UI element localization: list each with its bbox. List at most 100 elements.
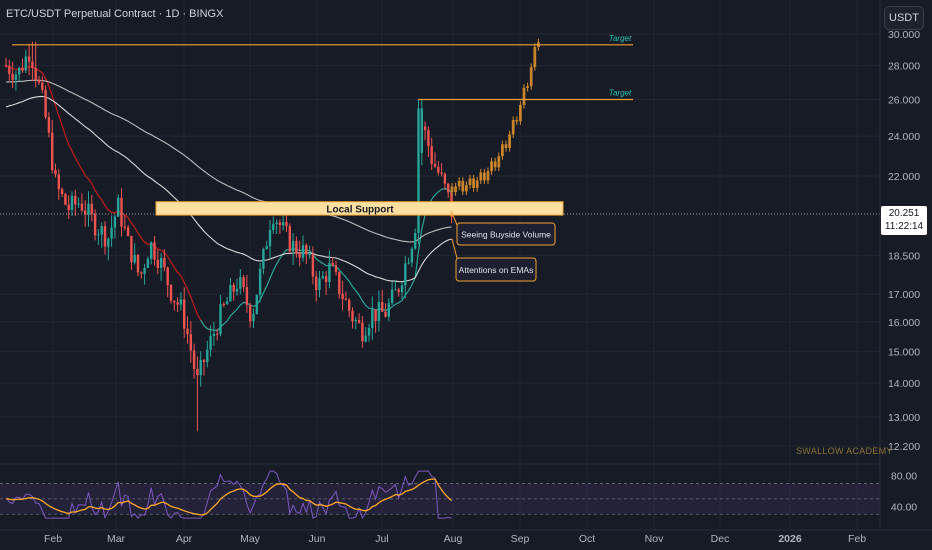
candle: [417, 99, 420, 245]
candle: [328, 250, 331, 289]
candle-body: [344, 298, 348, 300]
projection-body: [529, 67, 533, 87]
candle-body: [179, 299, 183, 305]
candle-body: [437, 166, 440, 173]
candle-body: [311, 253, 315, 277]
candle: [70, 191, 74, 217]
candle-body: [394, 289, 397, 291]
candle: [407, 257, 410, 265]
candle: [11, 61, 14, 89]
candle: [57, 168, 60, 200]
candle: [27, 43, 31, 76]
candle-body: [338, 272, 341, 294]
candle-body: [84, 210, 87, 215]
candle: [348, 297, 351, 318]
price-tick-label: 26.000: [888, 95, 920, 107]
candle-body: [11, 73, 14, 80]
candle-body: [24, 56, 27, 71]
projection-body: [501, 144, 504, 157]
candle: [34, 41, 37, 88]
projection-candle: [511, 116, 515, 139]
ema-short-red: [5, 65, 214, 331]
candle: [232, 282, 235, 301]
candle: [14, 70, 18, 91]
rsi-ma-line: [5, 478, 452, 516]
candle-body: [103, 226, 107, 247]
candle-body: [146, 258, 150, 268]
time-tick-label: 2026: [778, 533, 802, 545]
target-label-lower: Target: [609, 89, 632, 98]
candle: [387, 297, 390, 321]
candle: [301, 235, 305, 262]
candle: [219, 295, 222, 337]
candle: [179, 292, 183, 311]
callout-buyside-volume-box: [456, 222, 556, 246]
candle-body: [357, 319, 361, 323]
projection-body: [472, 178, 475, 188]
candle: [344, 291, 348, 301]
candle-body: [150, 242, 153, 259]
currency-button[interactable]: USDT: [884, 6, 924, 30]
candle-body: [390, 289, 394, 304]
time-tick-label: Jul: [375, 533, 388, 545]
candle-body: [153, 242, 156, 260]
projection-candle: [461, 177, 465, 196]
candle: [21, 58, 24, 73]
candle-body: [44, 89, 47, 118]
candle-body: [298, 253, 301, 258]
projection-candle: [486, 167, 490, 185]
candle-body: [70, 195, 74, 210]
candle-body: [18, 67, 21, 75]
candle-body: [206, 349, 209, 363]
candle-body: [80, 203, 84, 211]
candle-body: [252, 313, 255, 322]
candle-body: [288, 226, 291, 252]
projection-candle: [472, 174, 475, 192]
projection-body: [519, 104, 522, 122]
candle: [338, 271, 341, 299]
candle: [87, 191, 90, 227]
candle: [8, 59, 11, 81]
candle: [153, 235, 156, 266]
projection-candle: [519, 101, 522, 125]
projection-body: [493, 161, 497, 168]
candle: [295, 236, 298, 258]
candle-body: [47, 117, 51, 133]
grid-lines: [0, 33, 880, 447]
candle-body: [420, 108, 423, 153]
candle-body: [443, 173, 447, 184]
candle-body: [120, 197, 123, 227]
chart-title: ETC/USDT Perpetual Contract · 1D · BINGX: [6, 8, 224, 20]
time-tick-label: Oct: [579, 533, 595, 545]
candle: [24, 49, 27, 74]
price-tick-label: 14.000: [888, 378, 920, 390]
annotations-layer: Target Target Local Support Seeing Buyside …: [0, 34, 880, 282]
candle-body: [27, 56, 31, 62]
candle: [133, 243, 136, 265]
candle-body: [410, 248, 414, 263]
candle: [258, 262, 262, 303]
candle-body: [93, 213, 97, 236]
candle: [397, 287, 400, 297]
candle-body: [334, 265, 338, 273]
candle-body: [229, 284, 232, 302]
candle-body: [364, 335, 367, 342]
candle-body: [348, 299, 351, 311]
time-tick-label: Jun: [309, 533, 326, 545]
candle: [163, 249, 166, 272]
candle: [209, 325, 212, 357]
candle-body: [315, 276, 318, 291]
candle-body: [282, 222, 285, 226]
candle-body: [74, 195, 77, 205]
candle: [255, 294, 258, 315]
candle: [341, 280, 344, 311]
candle-body: [183, 299, 186, 329]
candle: [140, 271, 143, 279]
candle-body: [285, 222, 288, 227]
candle-body: [100, 226, 103, 235]
projection-candle: [490, 157, 493, 175]
candle: [318, 271, 321, 298]
projection-candle: [526, 82, 529, 92]
